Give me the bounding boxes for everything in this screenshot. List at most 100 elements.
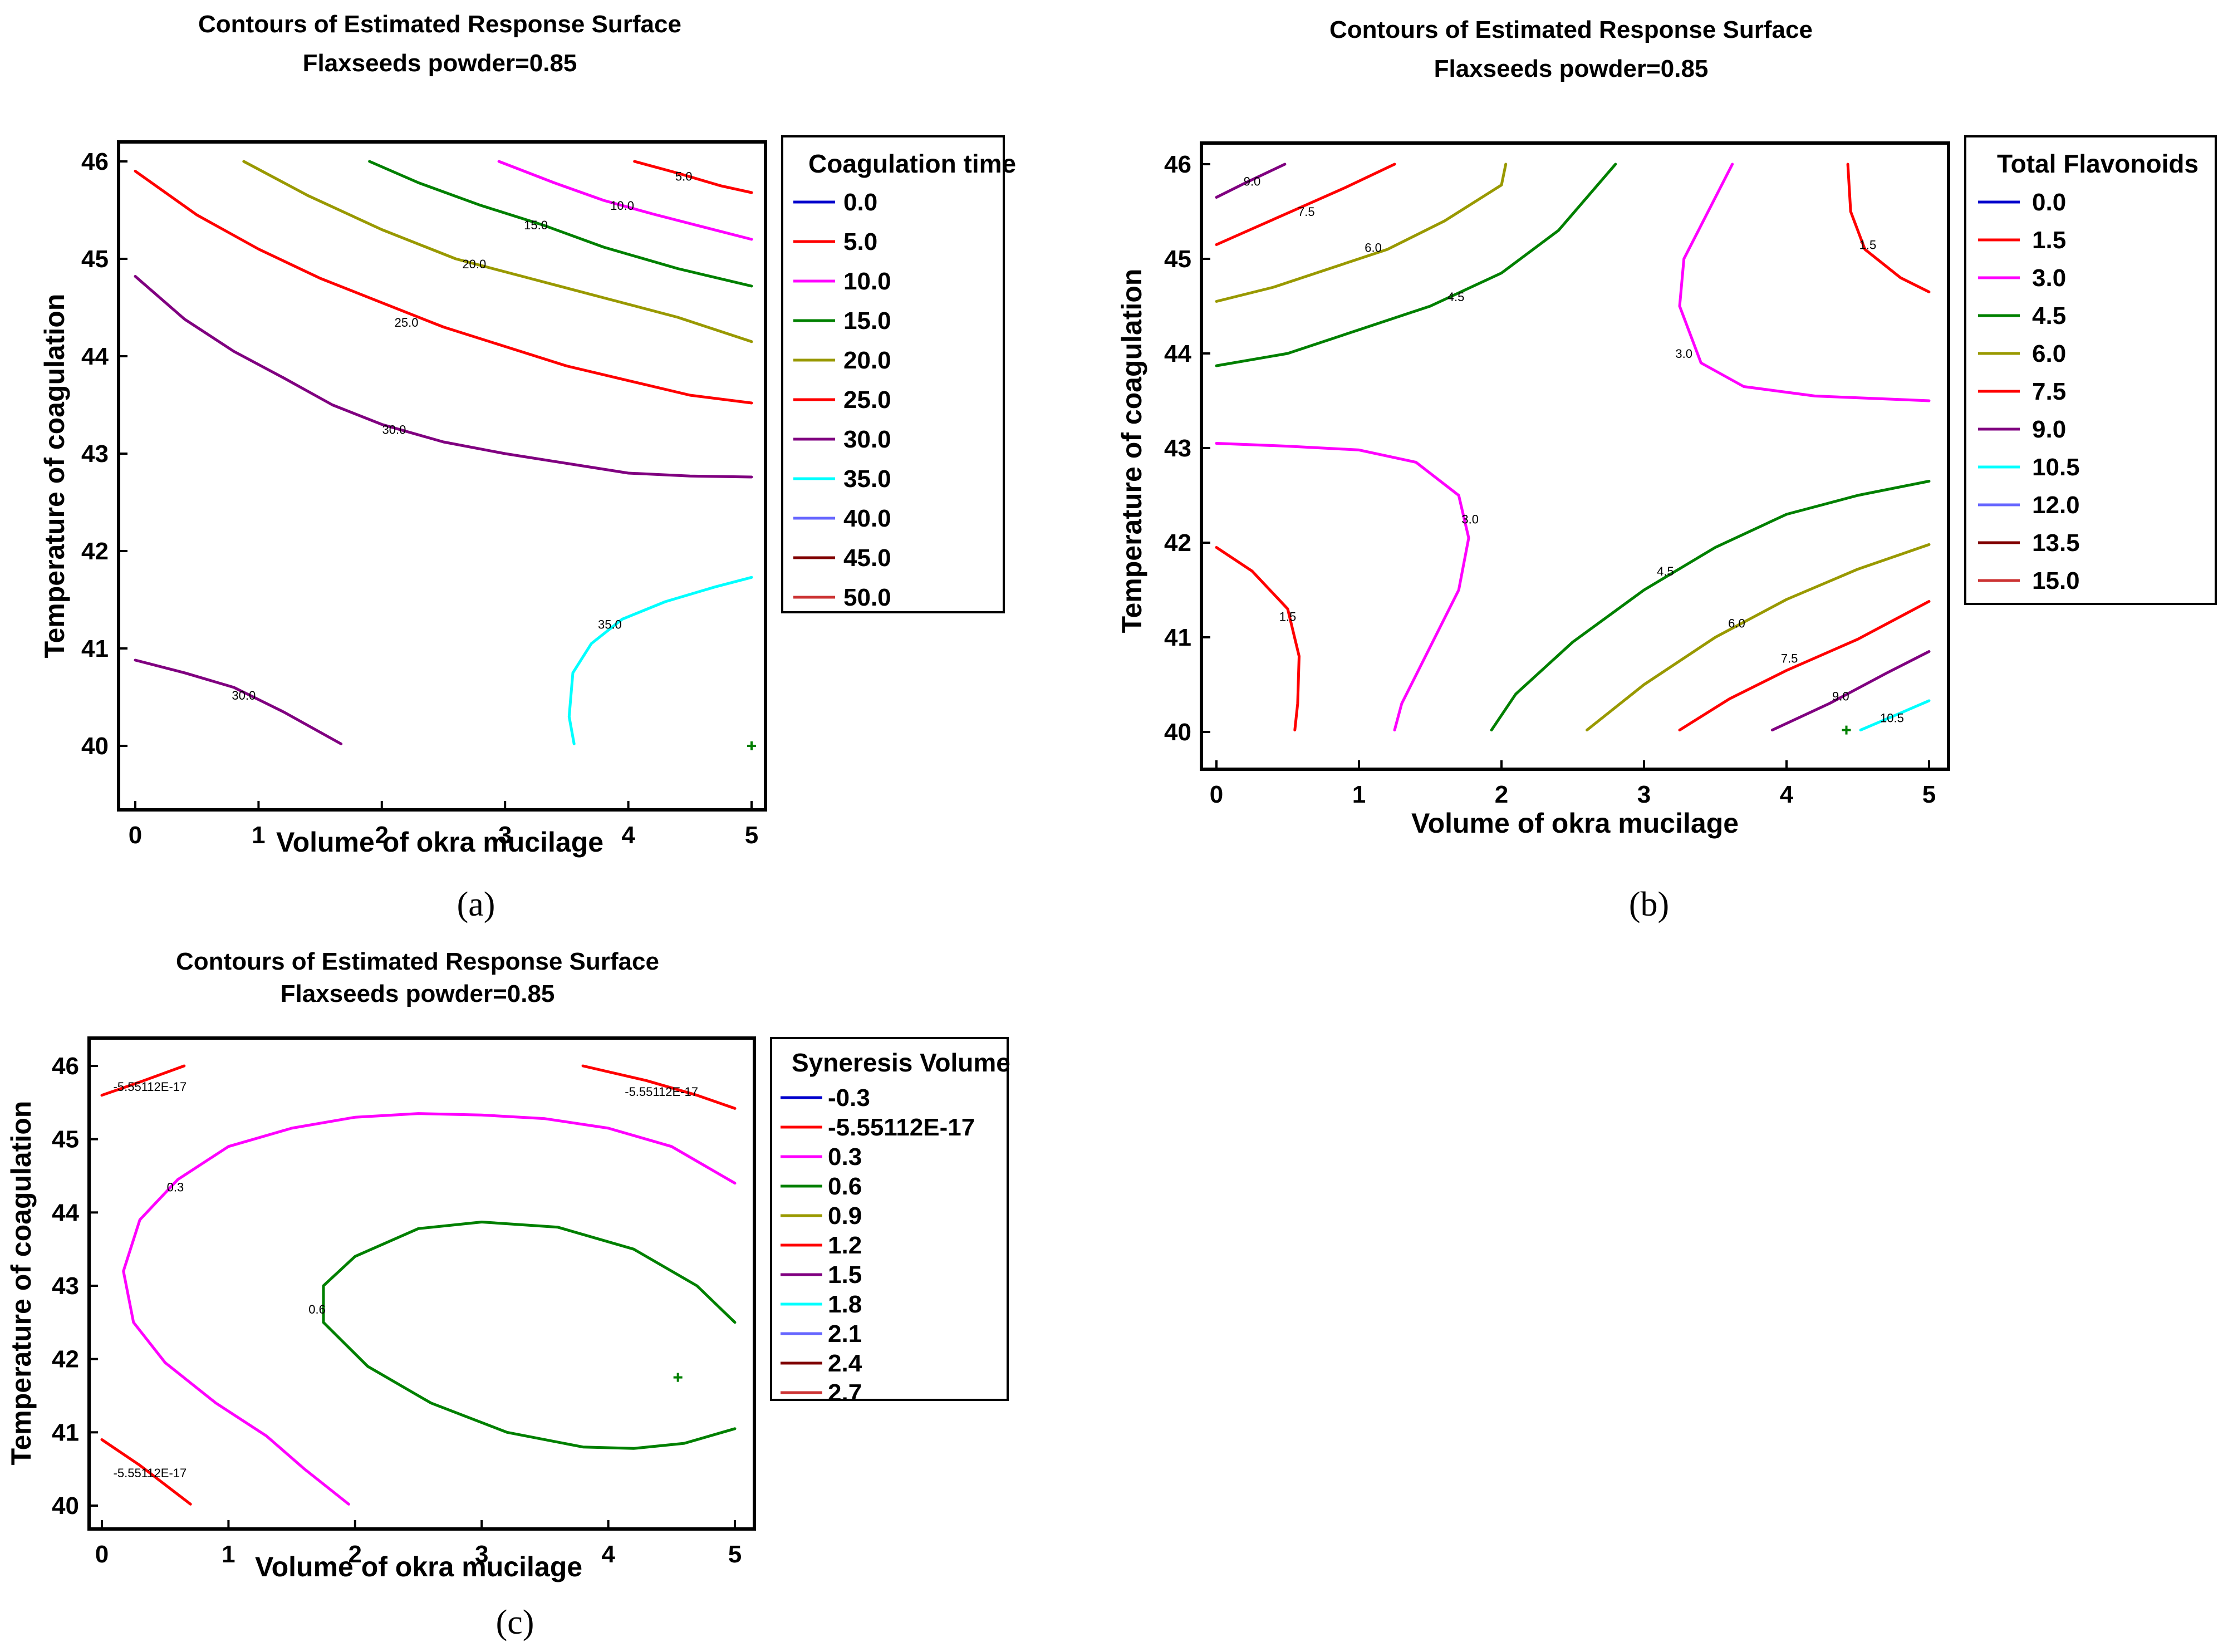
x-tick-label: 4 — [601, 1541, 615, 1568]
y-tick-label: 40 — [81, 732, 109, 760]
contour-line-15.0 — [368, 160, 753, 288]
contour-label: 4.5 — [1447, 290, 1465, 304]
contour-line-1.5 — [1215, 546, 1301, 732]
legend-entry-label: 15.0 — [2032, 567, 2080, 594]
y-tick-label: 42 — [52, 1346, 79, 1373]
contour-label: 1.5 — [1859, 238, 1877, 252]
contour-line-6.0 — [1586, 543, 1931, 732]
contour-line--5.55112E-17 — [100, 1064, 186, 1097]
panel-c-legend-box — [770, 1037, 1009, 1401]
y-tick-label: 41 — [1164, 624, 1191, 651]
contour-line-6.0 — [1215, 163, 1508, 303]
legend-entry-label: 2.4 — [828, 1350, 862, 1377]
contour-line-3.0 — [1678, 163, 1931, 402]
panel-a-caption: (a) — [457, 886, 495, 923]
contour-line-35.0 — [567, 576, 753, 745]
contour-label: 3.0 — [1675, 347, 1692, 361]
y-tick-label: 40 — [52, 1492, 79, 1520]
panel-b-legend-entries: 0.0 1.5 3.0 4.5 6.0 7.5 9.0 10.5 12.0 13.5 15.0 — [1978, 189, 2080, 594]
contour-line-25.0 — [134, 170, 753, 405]
panel-c-caption: (c) — [496, 1604, 534, 1641]
x-tick-label: 0 — [129, 822, 142, 849]
panel-b-legend-title: Total Flavonoids — [1997, 149, 2199, 178]
center-point-marker — [673, 1373, 683, 1382]
panel-a-legend-title: Coagulation time — [808, 149, 1016, 178]
panel-a-contours: 5.0 10.0 15.0 20.0 25.0 30.0 30.0 35.0 — [134, 160, 756, 750]
contour-line-7.5 — [1215, 163, 1396, 246]
contour-line-30.0 — [134, 658, 343, 745]
panel-b-legend-box — [1964, 135, 2217, 605]
panel-a-legend-box — [781, 135, 1005, 613]
legend-entry-label: 40.0 — [843, 505, 891, 532]
contour-line-7.5 — [1678, 599, 1931, 732]
panel-b-contours: 9.0 7.5 6.0 4.5 3.0 1.5 3.0 1.5 4.5 6.0 7.5 9.0 10.5 — [1215, 163, 1931, 735]
y-tick-label: 43 — [1164, 435, 1191, 462]
contour-line-30.0 — [134, 275, 753, 479]
panel-b: Contours of Estimated Response Surface F… — [1116, 16, 2217, 923]
contour-line--5.55112E-17 — [100, 1438, 192, 1506]
legend-entry-label: 25.0 — [843, 386, 891, 414]
panel-c-plot-frame — [87, 1036, 756, 1531]
legend-entry-label: 13.5 — [2032, 529, 2080, 557]
contour-line--5.55112E-17 — [581, 1064, 737, 1110]
y-tick-label: 44 — [81, 343, 109, 370]
panel-a-legend: Coagulation time 0.0 5.0 10.0 15.0 20.0 25.0 3… — [781, 135, 1016, 613]
y-tick-label: 43 — [52, 1272, 79, 1300]
x-tick-label: 2 — [375, 822, 389, 849]
legend-entry-label: 3.0 — [2032, 264, 2066, 292]
legend-entry-label: 45.0 — [843, 544, 891, 572]
contour-line-1.5 — [1846, 163, 1931, 293]
contour-label: 6.0 — [1365, 241, 1382, 255]
panel-a-subtitle: Flaxseeds powder=0.85 — [303, 50, 577, 77]
y-tick-label: 43 — [81, 440, 109, 468]
legend-entry-label: 7.5 — [2032, 378, 2066, 405]
x-tick-label: 4 — [1780, 781, 1794, 808]
x-tick-label: 3 — [1637, 781, 1651, 808]
contour-line-4.5 — [1215, 163, 1617, 367]
panel-b-title: Contours of Estimated Response Surface — [1329, 16, 1813, 43]
x-tick-label: 5 — [745, 822, 758, 849]
contour-label: -5.55112E-17 — [114, 1080, 187, 1094]
legend-entry-label: 50.0 — [843, 584, 891, 611]
legend-entry-label: 5.0 — [843, 228, 877, 255]
legend-entry-label: 30.0 — [843, 426, 891, 453]
legend-entry-label: -0.3 — [828, 1084, 870, 1112]
panel-b-subtitle: Flaxseeds powder=0.85 — [1434, 55, 1709, 82]
legend-entry-label: 35.0 — [843, 465, 891, 493]
legend-entry-label: 4.5 — [2032, 302, 2066, 330]
x-tick-label: 3 — [498, 822, 512, 849]
y-tick-label: 41 — [52, 1419, 79, 1446]
panel-c-contours: -5.55112E-17 -5.55112E-17 -5.55112E-17 0.3 0… — [100, 1064, 737, 1506]
contour-line-9.0 — [1215, 163, 1287, 199]
contour-label: 25.0 — [395, 316, 419, 330]
panel-c-legend-entries: -0.3-5.55112E-170.30.60.91.21.51.82.12.4… — [781, 1084, 975, 1407]
panel-b-x-axis-label: Volume of okra mucilage — [1411, 808, 1739, 839]
panel-c-y-ticks: 40 41 42 43 44 45 46 — [52, 1053, 98, 1520]
contour-label: 15.0 — [524, 218, 548, 232]
contour-label: 3.0 — [1461, 513, 1479, 527]
legend-entry-label: 0.0 — [2032, 189, 2066, 216]
contour-label: 20.0 — [462, 257, 486, 271]
x-tick-label: 1 — [1352, 781, 1366, 808]
legend-entry-label: 15.0 — [843, 307, 891, 335]
x-tick-label: 0 — [95, 1541, 109, 1568]
y-tick-label: 46 — [81, 148, 109, 175]
y-tick-label: 44 — [1164, 340, 1191, 367]
legend-entry-label: 1.5 — [2032, 227, 2066, 254]
panel-c-x-ticks: 0 1 2 3 4 5 — [95, 1520, 742, 1568]
y-tick-label: 42 — [1164, 529, 1191, 557]
y-tick-label: 46 — [52, 1053, 79, 1080]
y-tick-label: 46 — [1164, 151, 1191, 178]
panel-a-legend-entries: 0.0 5.0 10.0 15.0 20.0 25.0 30.0 35.0 40.0 45.0 50… — [793, 189, 891, 611]
x-tick-label: 1 — [252, 822, 265, 849]
x-tick-label: 2 — [349, 1541, 362, 1568]
contour-label: 0.3 — [167, 1180, 184, 1194]
panel-c-x-axis-label: Volume of okra mucilage — [255, 1551, 582, 1582]
contour-label: 5.0 — [675, 169, 693, 183]
legend-entry-label: 9.0 — [2032, 416, 2066, 443]
legend-entry-label: 1.2 — [828, 1232, 862, 1259]
x-tick-label: 5 — [1922, 781, 1936, 808]
panel-b-caption: (b) — [1629, 886, 1669, 923]
legend-entry-label: 0.9 — [828, 1202, 862, 1230]
contour-label: 9.0 — [1244, 175, 1261, 189]
